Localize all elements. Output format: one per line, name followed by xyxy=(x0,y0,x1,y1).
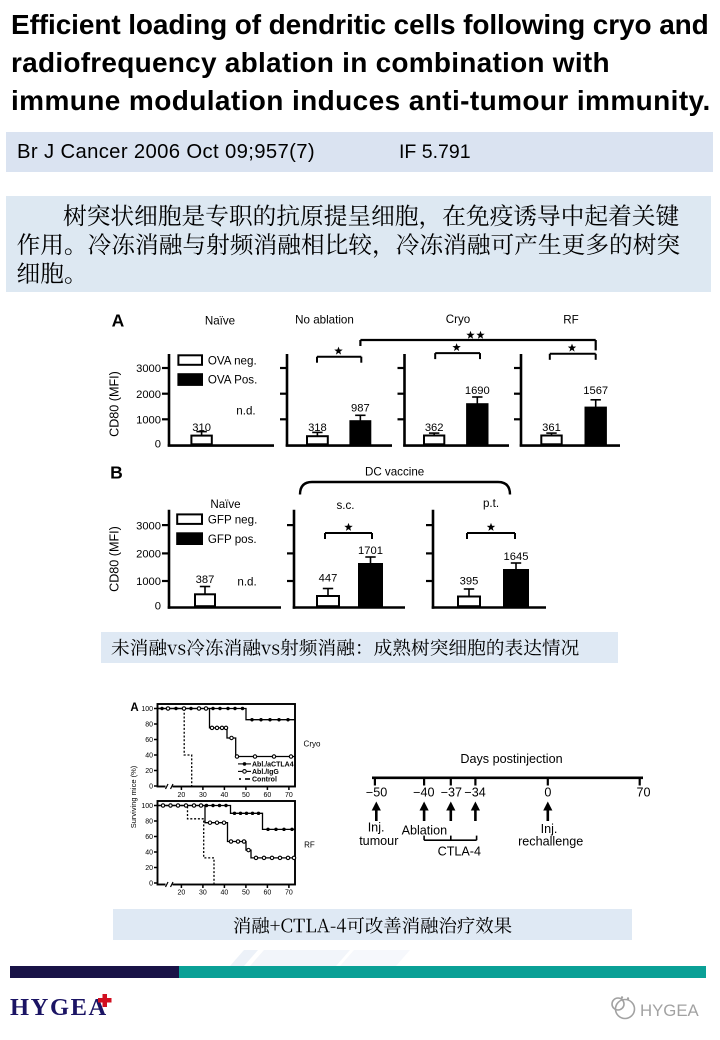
svg-text:40: 40 xyxy=(145,850,153,857)
svg-text:RF: RF xyxy=(563,314,578,327)
svg-text:0: 0 xyxy=(155,601,161,613)
svg-text:80: 80 xyxy=(145,819,153,826)
svg-text:30: 30 xyxy=(199,890,207,897)
svg-text:70: 70 xyxy=(636,786,650,800)
svg-text:GFP neg.: GFP neg. xyxy=(208,514,257,527)
svg-text:2000: 2000 xyxy=(136,389,161,401)
svg-text:n.d.: n.d. xyxy=(237,575,256,588)
svg-text:CD80 (MFI): CD80 (MFI) xyxy=(108,526,122,592)
svg-text:100: 100 xyxy=(141,706,153,713)
svg-text:RF: RF xyxy=(304,841,315,850)
svg-text:60: 60 xyxy=(145,737,153,744)
svg-text:A: A xyxy=(130,702,138,714)
svg-text:310: 310 xyxy=(192,422,211,434)
svg-text:1645: 1645 xyxy=(504,551,529,563)
svg-text:60: 60 xyxy=(264,792,272,799)
svg-text:GFP pos.: GFP pos. xyxy=(208,533,257,546)
svg-text:80: 80 xyxy=(145,722,153,729)
svg-text:20: 20 xyxy=(178,890,186,897)
svg-text:20: 20 xyxy=(178,792,186,799)
svg-text:−40: −40 xyxy=(413,786,434,800)
svg-text:50: 50 xyxy=(242,792,250,799)
svg-text:Ablation: Ablation xyxy=(402,823,448,837)
svg-text:Surviving mice (%): Surviving mice (%) xyxy=(129,765,138,828)
svg-text:318: 318 xyxy=(308,422,327,434)
svg-text:p.t.: p.t. xyxy=(483,497,499,510)
svg-text:OVA neg.: OVA neg. xyxy=(208,355,257,368)
svg-text:Cryo: Cryo xyxy=(304,740,321,749)
svg-text:447: 447 xyxy=(319,573,338,585)
svg-text:60: 60 xyxy=(264,890,272,897)
svg-text:Naïve: Naïve xyxy=(205,315,235,328)
svg-text:Naïve: Naïve xyxy=(210,498,240,511)
svg-text:OVA Pos.: OVA Pos. xyxy=(208,374,257,387)
svg-text:30: 30 xyxy=(199,792,207,799)
svg-text:−37: −37 xyxy=(441,786,462,800)
svg-text:CTLA-4: CTLA-4 xyxy=(438,844,481,858)
svg-text:0: 0 xyxy=(149,784,153,791)
svg-text:CD80 (MFI): CD80 (MFI) xyxy=(108,371,122,437)
svg-text:50: 50 xyxy=(242,890,250,897)
svg-text:tumour: tumour xyxy=(359,834,398,848)
svg-text:3000: 3000 xyxy=(136,520,161,532)
svg-text:1690: 1690 xyxy=(465,385,490,397)
svg-text:1000: 1000 xyxy=(136,576,161,588)
svg-text:60: 60 xyxy=(145,834,153,841)
svg-text:20: 20 xyxy=(145,865,153,872)
svg-text:Inj.: Inj. xyxy=(368,820,385,834)
svg-text:395: 395 xyxy=(460,576,479,588)
svg-text:HYGEA: HYGEA xyxy=(640,1001,700,1020)
svg-text:s.c.: s.c. xyxy=(336,499,354,512)
svg-text:387: 387 xyxy=(196,574,215,586)
svg-text:B: B xyxy=(110,463,123,483)
svg-text:70: 70 xyxy=(285,890,293,897)
svg-text:3000: 3000 xyxy=(136,363,161,375)
svg-text:Control: Control xyxy=(252,777,277,784)
svg-text:1567: 1567 xyxy=(583,385,608,397)
svg-text:n.d.: n.d. xyxy=(236,404,255,417)
svg-text:0: 0 xyxy=(544,786,551,800)
svg-text:−50: −50 xyxy=(366,786,387,800)
svg-text:Inj.: Inj. xyxy=(541,822,558,836)
svg-text:A: A xyxy=(112,310,125,330)
svg-text:40: 40 xyxy=(221,792,229,799)
svg-text:Days postinjection: Days postinjection xyxy=(460,752,562,766)
svg-text:987: 987 xyxy=(351,402,370,414)
svg-text:0: 0 xyxy=(155,439,161,451)
svg-text:No ablation: No ablation xyxy=(295,314,354,327)
svg-text:Cryo: Cryo xyxy=(446,313,470,326)
svg-text:1701: 1701 xyxy=(358,545,383,557)
svg-text:362: 362 xyxy=(425,422,444,434)
svg-text:Abl./IgG: Abl./IgG xyxy=(252,769,279,776)
svg-text:40: 40 xyxy=(221,890,229,897)
svg-text:40: 40 xyxy=(145,753,153,760)
svg-text:0: 0 xyxy=(149,881,153,888)
svg-text:Abl./aCTLA4: Abl./aCTLA4 xyxy=(252,762,294,769)
svg-text:DC vaccine: DC vaccine xyxy=(365,465,424,478)
svg-text:20: 20 xyxy=(145,768,153,775)
svg-text:100: 100 xyxy=(141,803,153,810)
svg-text:70: 70 xyxy=(285,792,293,799)
svg-text:−34: −34 xyxy=(464,786,485,800)
svg-text:2000: 2000 xyxy=(136,549,161,561)
svg-text:361: 361 xyxy=(542,422,561,434)
svg-text:rechallenge: rechallenge xyxy=(518,835,583,849)
svg-text:1000: 1000 xyxy=(136,415,161,427)
